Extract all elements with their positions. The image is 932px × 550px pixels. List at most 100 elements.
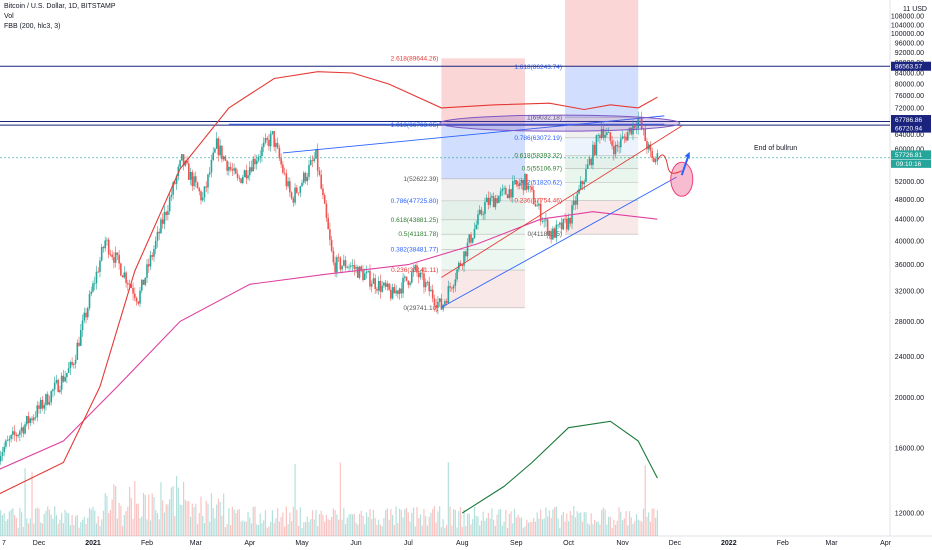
volume-bar	[301, 527, 303, 536]
candle-body	[60, 375, 63, 390]
candle-body	[379, 280, 382, 292]
candle-body	[259, 156, 262, 158]
candle-body	[438, 298, 441, 302]
volume-bar	[452, 509, 455, 536]
price-axis-tick-label: 52000.00	[895, 179, 924, 186]
time-axis-label: Aug	[456, 540, 469, 547]
volume-bar	[517, 514, 519, 536]
candle-body	[292, 198, 295, 203]
candle-body	[552, 228, 554, 240]
candle-body	[494, 198, 497, 208]
candle-body	[111, 254, 113, 258]
price-axis-unit: 11 USD	[903, 6, 927, 13]
candle-body	[311, 160, 314, 162]
candle-body	[614, 144, 617, 155]
volume-bar	[479, 525, 481, 536]
candle-body	[640, 118, 643, 129]
candle-body	[231, 169, 234, 171]
candle-body	[208, 172, 211, 175]
candle-body	[308, 165, 310, 177]
volume-bar	[38, 508, 40, 536]
price-axis-tick-label: 40000.00	[895, 238, 924, 245]
volume-bar	[200, 496, 202, 536]
volume-bar	[317, 526, 319, 536]
fib2-label: 1.618(86243.74)	[514, 64, 562, 71]
volume-bar	[414, 526, 416, 536]
candle-body	[353, 265, 356, 269]
volume-bar	[287, 524, 289, 536]
candle-body	[356, 267, 359, 278]
volume-bar	[83, 516, 85, 536]
price-axis-tick-label: 84000.00	[895, 71, 924, 78]
candle-body	[325, 203, 328, 218]
volume-bar	[155, 510, 157, 536]
candle-body	[329, 229, 331, 240]
candle-body	[363, 273, 366, 281]
candle-body	[10, 434, 12, 439]
volume-bar	[358, 513, 361, 536]
candle-body	[327, 217, 329, 230]
candle-body	[86, 308, 89, 318]
candle-body	[607, 132, 610, 134]
volume-bar	[437, 511, 439, 536]
volume-bar	[407, 512, 409, 536]
candle-body	[393, 287, 396, 294]
candle-body	[146, 264, 148, 278]
candle-body	[194, 176, 197, 183]
volume-bar	[526, 519, 528, 536]
volume-bar	[435, 522, 437, 536]
candle-body	[374, 278, 376, 289]
volume-bar	[128, 486, 131, 536]
candle-body	[595, 135, 598, 155]
candle-body	[625, 136, 627, 141]
volume-bar	[554, 507, 556, 536]
candle-body	[188, 163, 190, 180]
candle-body	[525, 173, 528, 190]
candle-body	[31, 418, 33, 421]
volume-bar	[567, 521, 570, 536]
volume-bar	[630, 517, 632, 536]
volume-bar	[158, 519, 160, 536]
candle-body	[182, 154, 185, 166]
volume-bar	[405, 508, 408, 536]
volume-bar	[560, 515, 563, 536]
countdown-tag: 09:10:16	[896, 161, 922, 168]
candle-body	[130, 284, 133, 288]
candle-body	[322, 188, 324, 196]
candle-body	[527, 185, 530, 190]
candle-body	[139, 290, 141, 304]
volume-bar	[134, 481, 136, 536]
fib1-zone	[441, 249, 525, 271]
candle-body	[167, 211, 169, 215]
volume-bar	[421, 525, 423, 536]
volume-bar	[182, 481, 185, 536]
projection-arrow-head	[684, 151, 690, 159]
candle-body	[78, 342, 80, 346]
candle-body	[376, 288, 378, 291]
volume-bar	[569, 511, 571, 536]
candle-body	[158, 231, 160, 234]
volume-bar	[148, 494, 150, 536]
candle-body	[104, 240, 106, 249]
candle-body	[114, 252, 117, 263]
candle-body	[548, 231, 551, 236]
candle-body	[196, 182, 199, 189]
candle-body	[599, 135, 601, 138]
candle-body	[496, 198, 498, 203]
volume-bar	[306, 516, 308, 536]
candle-body	[586, 164, 589, 170]
candle-body	[219, 145, 221, 156]
volume-bar	[135, 503, 138, 536]
candle-body	[184, 160, 187, 166]
volume-bar	[331, 516, 333, 536]
volume-bar	[412, 507, 415, 536]
volume-bar	[19, 507, 21, 536]
candle-body	[351, 265, 354, 266]
volume-bar	[170, 487, 172, 536]
fib1-projection-blue	[441, 124, 525, 179]
volume-bar	[282, 512, 284, 536]
candle-body	[626, 132, 629, 141]
candle-body	[250, 167, 253, 172]
volume-bar	[273, 522, 275, 536]
